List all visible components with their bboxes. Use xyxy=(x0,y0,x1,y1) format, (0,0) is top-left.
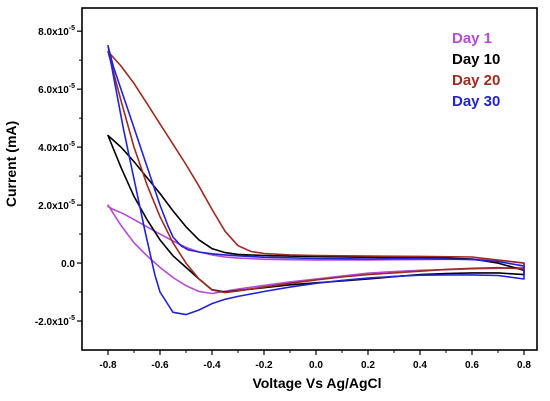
x-tick-label: 0.4 xyxy=(413,360,427,371)
x-tick-label: -0.4 xyxy=(203,360,221,371)
plot-border xyxy=(81,7,538,351)
x-tick-label: -0.6 xyxy=(151,360,169,371)
series-curves xyxy=(107,44,525,316)
y-tick-label: 0.0 xyxy=(61,259,75,270)
y-tick-label: 8.0x10-5 xyxy=(38,25,75,38)
y-tick-label: 2.0x10-5 xyxy=(38,199,75,212)
legend-entry-day-10: Day 10 xyxy=(452,51,500,68)
series-day-10-curve xyxy=(107,134,525,293)
x-tick-label: -0.8 xyxy=(99,360,117,371)
plot-frame xyxy=(81,7,538,351)
y-tick-label: 6.0x10-5 xyxy=(38,83,75,96)
x-tick-label: 0.2 xyxy=(361,360,375,371)
legend-entry-day-20: Day 20 xyxy=(452,72,500,89)
x-tick-label: 0.6 xyxy=(465,360,479,371)
y-axis-title: Current (mA) xyxy=(3,121,19,207)
x-axis-ticks: -0.8 -0.6 -0.4 -0.2 0.0 0.2 0.4 0.6 0.8 xyxy=(99,350,531,371)
y-tick-label: 4.0x10-5 xyxy=(38,141,75,154)
legend: Day 1 Day 10 Day 20 Day 30 xyxy=(452,30,500,110)
x-axis-title: Voltage Vs Ag/AgCl xyxy=(252,375,381,391)
legend-entry-day-1: Day 1 xyxy=(452,30,492,47)
x-tick-label: 0.0 xyxy=(309,360,323,371)
legend-entry-day-30: Day 30 xyxy=(452,93,500,110)
series-day-20-curve xyxy=(107,50,525,294)
x-tick-label: 0.8 xyxy=(517,360,531,371)
x-tick-label: -0.2 xyxy=(255,360,273,371)
y-axis-ticks: -2.0x10-5 0.0 2.0x10-5 4.0x10-5 6.0x10-5 8.0x… xyxy=(35,25,82,328)
y-tick-label: -2.0x10-5 xyxy=(35,315,75,328)
series-day-30-curve xyxy=(107,44,525,316)
